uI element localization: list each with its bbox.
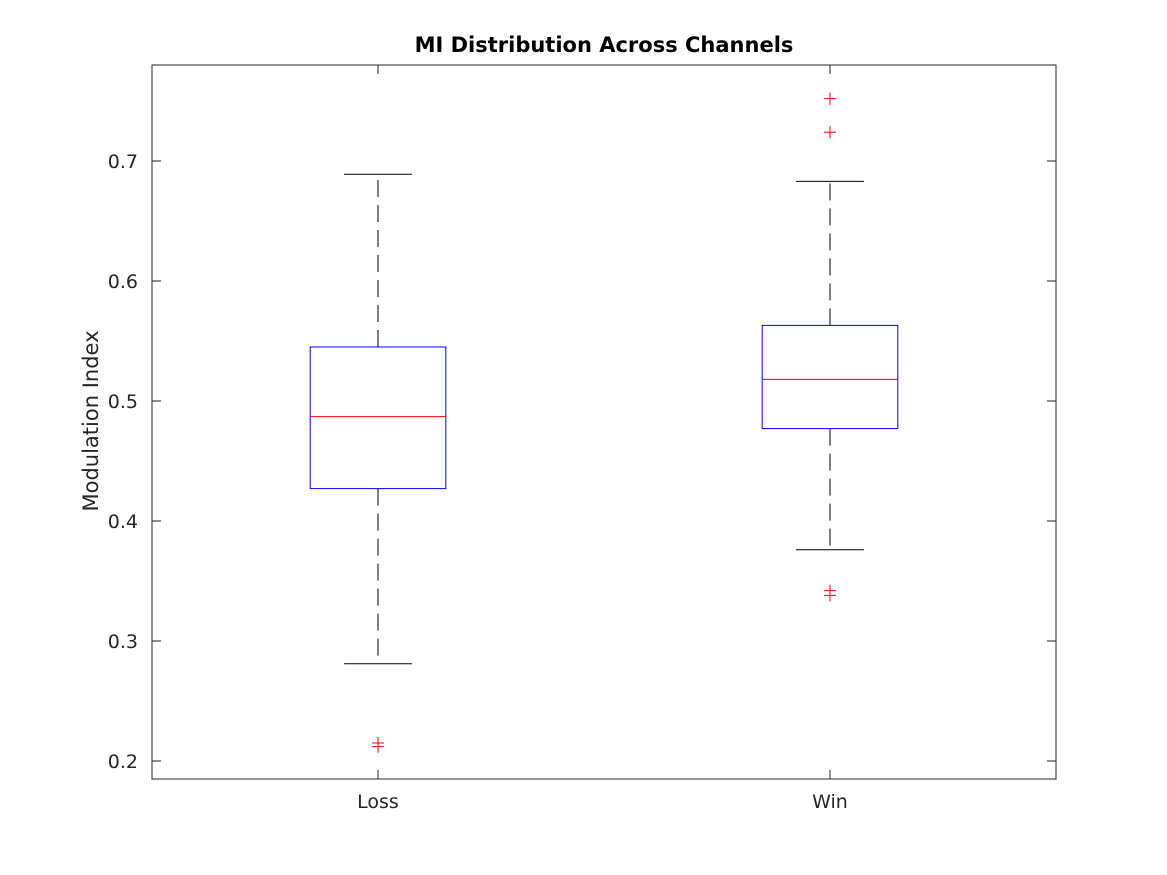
y-tick-label: 0.4 <box>108 511 138 533</box>
y-tick-label: 0.3 <box>108 631 138 653</box>
y-tick-label: 0.7 <box>108 151 138 173</box>
y-tick-label: 0.5 <box>108 391 138 413</box>
outlier-marker-win <box>824 589 836 602</box>
outlier-marker-loss <box>372 740 384 753</box>
box-loss <box>309 346 447 490</box>
plot-area: 0.2 0.3 0.4 0.5 0.6 0.7 Loss Win <box>108 64 1057 813</box>
x-tick-label: Loss <box>357 791 399 813</box>
outlier-marker-win <box>824 126 836 139</box>
axes-frame <box>151 64 1057 780</box>
chart-title: MI Distribution Across Channels <box>415 33 794 57</box>
y-axis-label: Modulation Index <box>79 330 103 511</box>
outlier-marker-win <box>824 92 836 105</box>
x-tick-label: Win <box>812 791 848 813</box>
y-tick-label: 0.6 <box>108 271 138 293</box>
y-tick-label: 0.2 <box>108 751 138 773</box>
box-win <box>761 324 899 430</box>
